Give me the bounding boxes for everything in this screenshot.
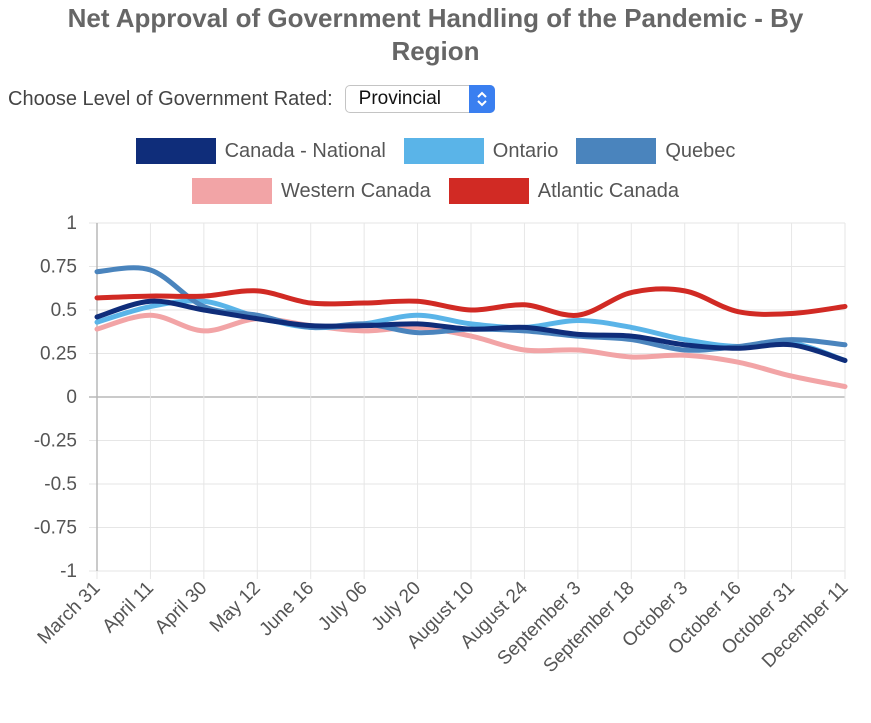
y-tick-label: 0.75 [40, 257, 77, 278]
y-tick-label: 1 [66, 213, 77, 234]
y-tick-label: -1 [60, 561, 77, 582]
legend-item[interactable]: Western Canada [192, 178, 431, 204]
legend-label: Western Canada [281, 179, 431, 202]
chart-title-line-1: Net Approval of Government Handling of t… [67, 3, 804, 33]
series-line-western-canada [94, 312, 848, 390]
legend-row: Canada - National Ontario Quebec [0, 138, 871, 164]
government-level-selected-value: Provincial [358, 88, 442, 109]
y-tick-label: -0.5 [44, 474, 77, 495]
legend-item[interactable]: Quebec [576, 138, 735, 164]
legend-item[interactable]: Atlantic Canada [448, 178, 679, 204]
legend-label: Ontario [492, 139, 559, 162]
government-level-label: Choose Level of Government Rated: [8, 87, 333, 110]
chart-title: Net Approval of Government Handling of t… [0, 2, 871, 68]
x-tick-label: July 06 [314, 578, 371, 635]
x-tick-label: March 31 [34, 578, 105, 649]
y-tick-label: 0.25 [40, 344, 77, 365]
y-tick-label: -0.75 [34, 518, 77, 539]
legend-swatch [135, 138, 216, 164]
chart-title-line-2: Region [391, 36, 480, 66]
government-level-select[interactable]: Provincial [344, 85, 495, 113]
x-tick-label: May 12 [206, 578, 265, 637]
legend-row: Western Canada Atlantic Canada [0, 178, 871, 204]
legend-swatch [448, 178, 529, 204]
legend-swatch [403, 138, 484, 164]
series-line-canada-national [94, 298, 848, 363]
legend-swatch [192, 178, 273, 204]
y-tick-label: 0 [66, 387, 77, 408]
legend-label: Quebec [665, 139, 736, 162]
x-tick-label: April 11 [99, 578, 158, 637]
legend-label: Canada - National [224, 139, 386, 162]
government-level-control: Choose Level of Government Rated: Provin… [8, 84, 495, 114]
y-tick-label: 0.5 [51, 300, 77, 321]
up-down-chevron-icon[interactable] [468, 85, 495, 113]
x-tick-label: June 16 [256, 578, 319, 641]
series-line-ontario [94, 298, 848, 363]
legend-item[interactable]: Canada - National [135, 138, 386, 164]
legend-swatch [576, 138, 657, 164]
legend-label: Atlantic Canada [537, 179, 679, 202]
series-line-atlantic-canada [94, 286, 848, 318]
legend-item[interactable]: Ontario [403, 138, 559, 164]
y-tick-label: -0.25 [34, 431, 77, 452]
x-tick-label: April 30 [151, 578, 211, 638]
